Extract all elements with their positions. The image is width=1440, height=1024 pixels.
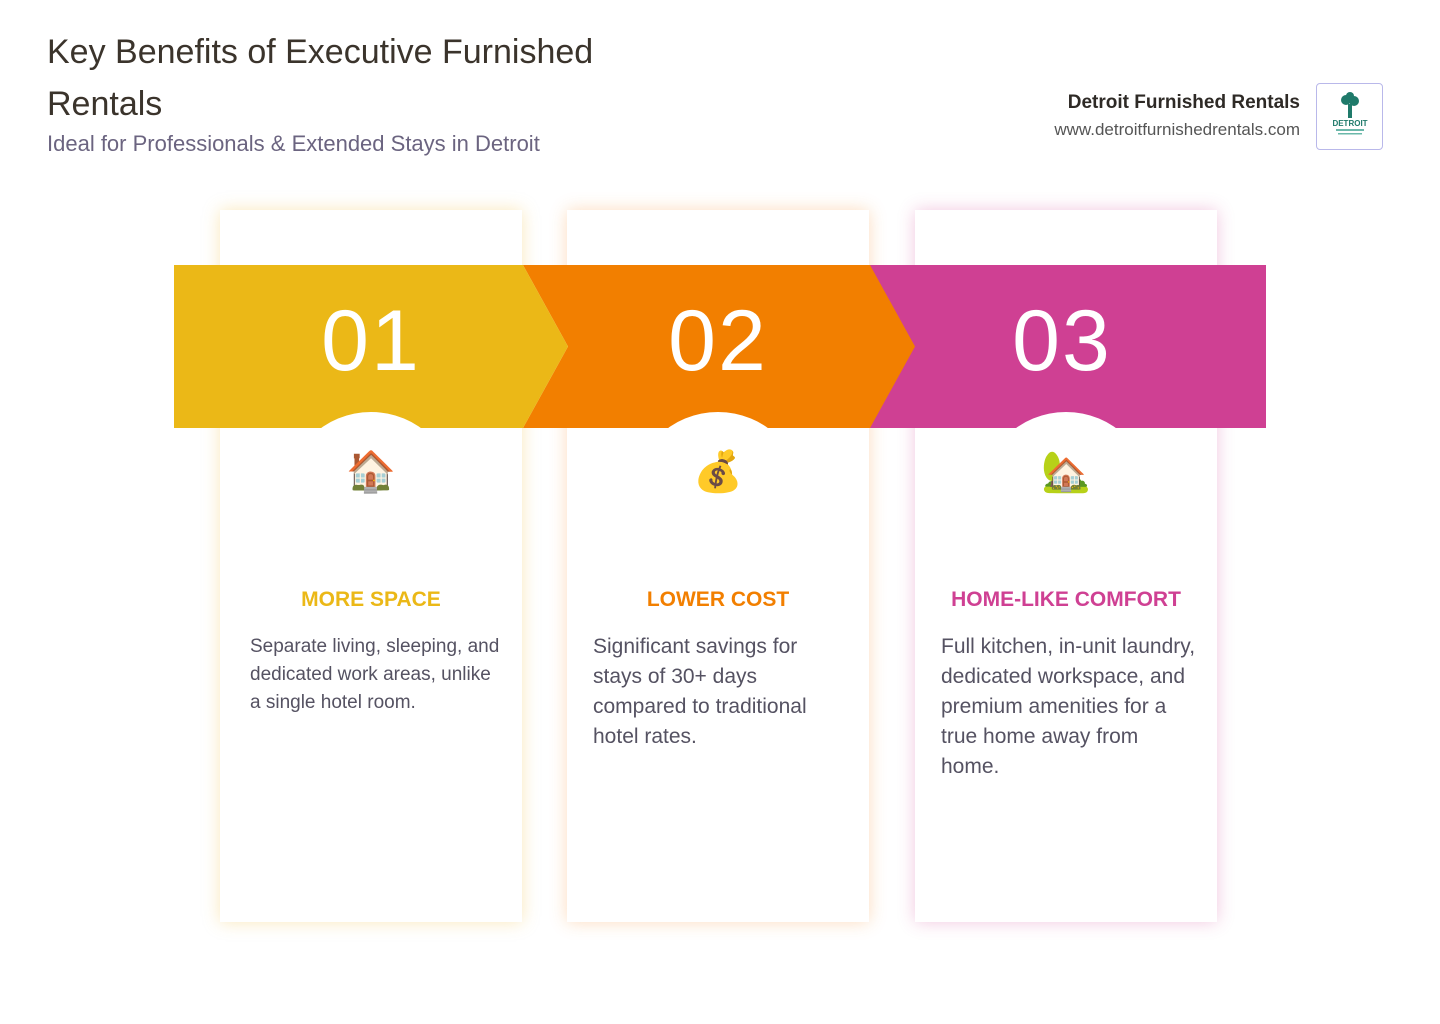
banner-segment-3 [870, 265, 1266, 428]
brand-name: Detroit Furnished Rentals [1067, 92, 1300, 113]
page-title: Key Benefits of Executive Furnished Rent… [47, 33, 594, 123]
icon-circle-3 [980, 412, 1152, 584]
benefit-text-3: Full kitchen, in-unit laundry, dedicated… [941, 635, 1196, 778]
benefit-title-2: LOWER COST [646, 588, 790, 611]
benefit-text-1: Separate living, sleeping, and dedicated… [250, 636, 500, 713]
page-subtitle: Ideal for Professionals & Extended Stays… [47, 131, 540, 156]
house-icon: 🏠 [346, 450, 396, 494]
benefit-title-1: MORE SPACE [301, 588, 441, 611]
house-with-garden-icon: 🏡 [1041, 450, 1091, 494]
icon-circle-2 [632, 412, 804, 584]
svg-text:DETROIT: DETROIT [1332, 119, 1367, 128]
brand: Detroit Furnished Rentals www.detroitfur… [1054, 92, 1300, 140]
step-number-2: 02 [668, 293, 768, 389]
brand-logo: DETROIT [1316, 83, 1383, 150]
brand-url[interactable]: www.detroitfurnishedrentals.com [1054, 120, 1300, 139]
benefit-title-3: HOME-LIKE COMFORT [951, 588, 1181, 611]
icon-circle-1 [285, 412, 457, 584]
money-bag-icon: 💰 [693, 450, 743, 494]
tree-logo-icon: DETROIT [1332, 91, 1367, 134]
banner-segment-2 [523, 265, 915, 428]
banner-segment-1 [174, 265, 568, 428]
benefit-text-2: Significant savings for stays of 30+ day… [593, 635, 807, 748]
step-number-1: 01 [321, 293, 421, 389]
step-number-3: 03 [1012, 293, 1112, 389]
